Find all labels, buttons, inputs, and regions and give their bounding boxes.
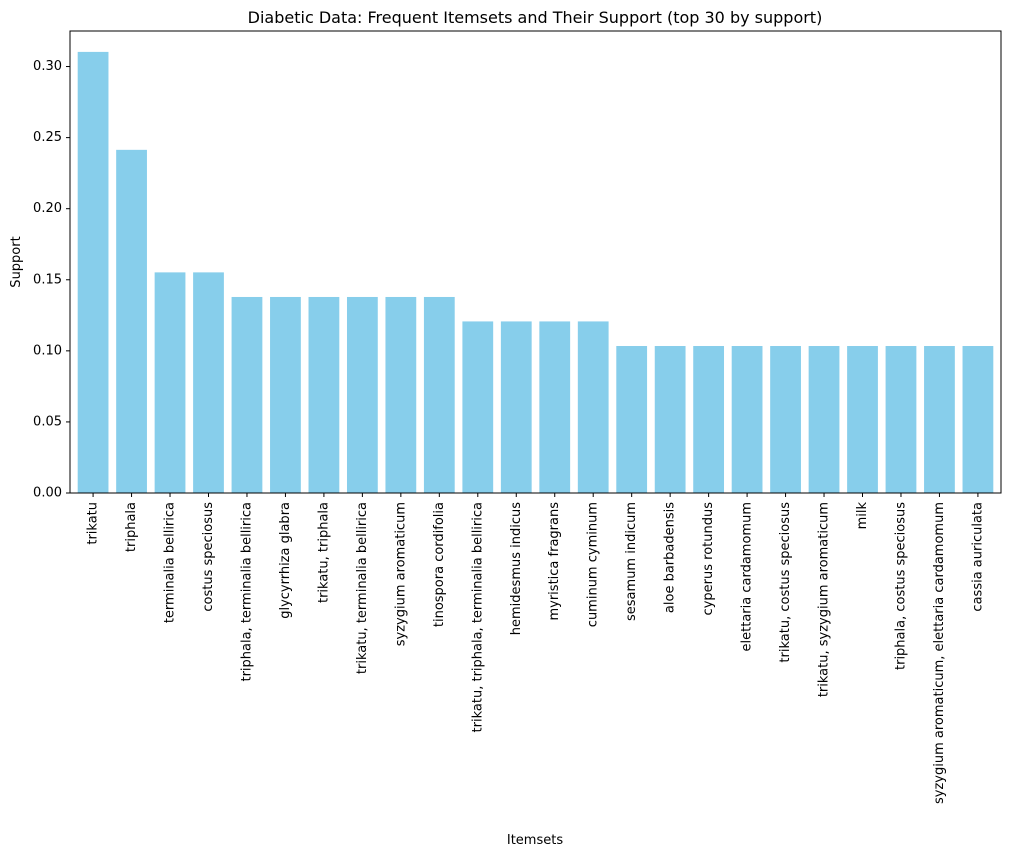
bar <box>693 346 725 493</box>
bar <box>500 321 532 493</box>
x-tick-label: myristica fragrans <box>547 502 562 621</box>
y-tick-label: 0.05 <box>33 414 62 429</box>
y-tick-label: 0.20 <box>33 201 62 216</box>
x-tick-label: cyperus rotundus <box>701 502 716 616</box>
x-tick-label: hemidesmus indicus <box>509 502 524 635</box>
x-tick-label: syzygium aromaticum, elettaria cardamomu… <box>932 502 947 804</box>
bar <box>616 346 648 493</box>
x-tick-label: trikatu, triphala, terminalia bellirica <box>470 502 485 732</box>
x-tick-label: trikatu, costus speciosus <box>778 502 793 663</box>
x-tick-label: elettaria cardamomum <box>740 502 755 651</box>
bar <box>116 149 147 493</box>
y-tick-label: 0.30 <box>33 59 62 74</box>
x-tick-label: sesamum indicum <box>624 502 639 621</box>
bar <box>847 346 878 493</box>
y-tick-label: 0.00 <box>33 486 62 501</box>
x-tick-label: terminalia bellirica <box>163 502 178 623</box>
chart-title: Diabetic Data: Frequent Itemsets and The… <box>248 8 823 27</box>
bar <box>808 346 840 493</box>
x-tick-label: trikatu <box>86 502 101 545</box>
bar <box>154 272 186 493</box>
x-tick-label: triphala, terminalia bellirica <box>239 502 254 682</box>
bar <box>539 321 571 493</box>
x-tick-label: milk <box>855 502 870 530</box>
x-tick-label: tinospora cordifolia <box>432 502 447 627</box>
bars-layer <box>77 51 994 494</box>
x-axis: trikatu triphala terminalia bellirica costu… <box>86 493 985 804</box>
x-tick-label: trikatu, syzygium aromaticum <box>817 502 832 697</box>
bar <box>77 51 109 494</box>
x-tick-label: costus speciosus <box>201 502 216 612</box>
x-tick-label: glycyrrhiza glabra <box>278 502 293 619</box>
x-tick-label: cuminum cyminum <box>586 502 601 627</box>
bar <box>924 346 955 493</box>
y-tick-label: 0.10 <box>33 343 62 358</box>
y-tick-label: 0.15 <box>33 272 62 287</box>
x-tick-label: trikatu, triphala <box>316 502 331 603</box>
plot-frame <box>69 30 1002 494</box>
bar <box>885 346 917 493</box>
bar <box>462 321 494 493</box>
x-tick-label: cassia auriculata <box>970 502 985 612</box>
x-axis-label: Itemsets <box>507 833 563 848</box>
bar <box>346 296 378 493</box>
x-tick-label: triphala <box>124 502 139 552</box>
x-tick-label: trikatu, terminalia bellirica <box>355 502 370 674</box>
x-tick-label: triphala, costus speciosus <box>893 502 908 670</box>
bar <box>308 296 340 493</box>
bar <box>962 346 994 493</box>
y-axis-label: Support <box>9 236 24 287</box>
bar <box>423 296 455 493</box>
bar <box>193 272 224 493</box>
bar <box>231 296 263 493</box>
x-tick-label: aloe barbadensis <box>663 502 678 613</box>
y-tick-label: 0.25 <box>33 130 62 145</box>
bar <box>770 346 801 493</box>
x-tick-label: syzygium aromaticum <box>393 502 408 646</box>
bar <box>385 296 417 493</box>
bar <box>577 321 609 493</box>
bar <box>654 346 686 493</box>
bar <box>270 296 301 493</box>
bar <box>731 346 763 493</box>
y-axis: 0.00 0.05 0.10 0.15 0.20 0.25 0.30 <box>33 59 70 501</box>
